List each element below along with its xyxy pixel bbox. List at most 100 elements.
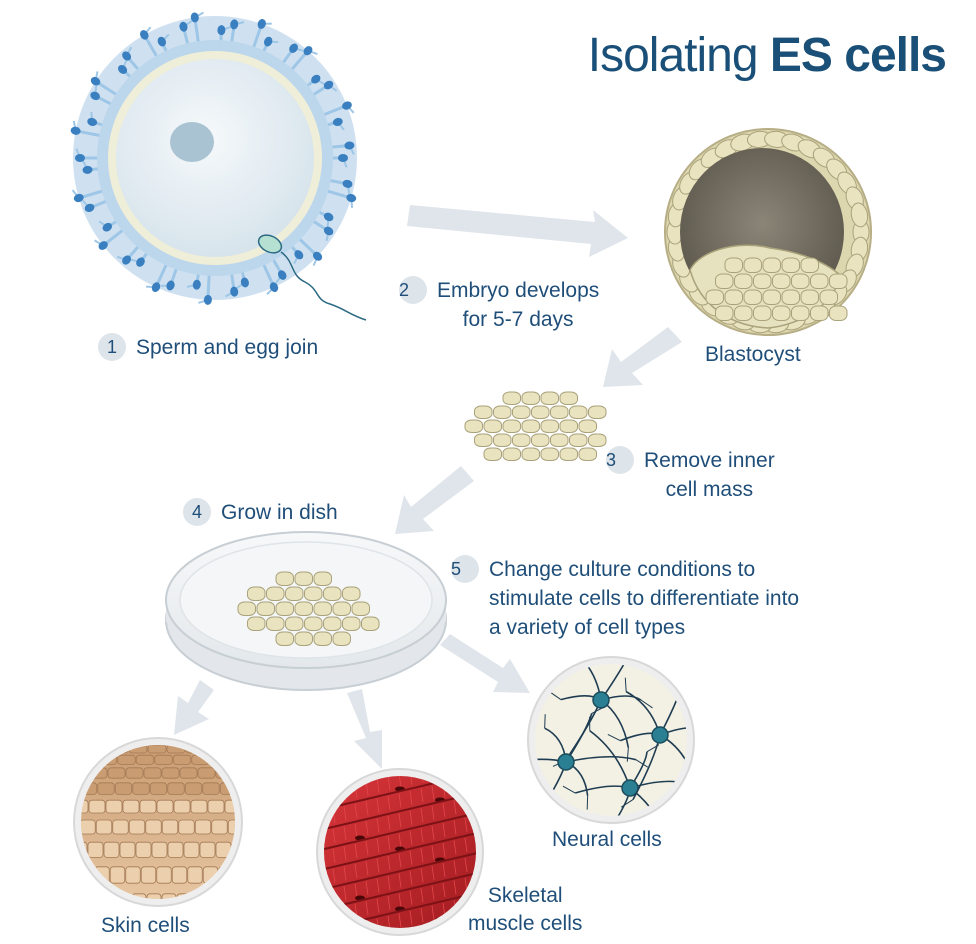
- skin-cell: [140, 866, 157, 884]
- skin-cell: [112, 819, 129, 835]
- muscle-label-line2: muscle cells: [468, 912, 583, 935]
- skin-cell: [243, 745, 261, 753]
- skin-cell: [247, 755, 265, 764]
- skin-cell: [237, 894, 251, 912]
- cell: [521, 419, 540, 433]
- step-2: 2 Embryo develops for 5-7 days: [399, 276, 599, 334]
- cumulus-cell: [342, 101, 352, 110]
- skin-cell: [227, 819, 235, 835]
- cell: [753, 273, 772, 289]
- cell: [247, 586, 266, 601]
- cell: [819, 289, 838, 305]
- cell: [332, 631, 351, 646]
- cumulus-cell: [203, 294, 212, 305]
- cell: [800, 257, 819, 273]
- step-5-line3: a variety of cell types: [489, 616, 686, 639]
- step-1-text: Sperm and egg join: [136, 336, 319, 359]
- cell: [550, 433, 569, 447]
- skin-cell: [223, 745, 235, 754]
- skin-cell: [259, 800, 275, 813]
- skin-cell: [262, 745, 280, 753]
- neuron-soma: [592, 691, 610, 709]
- cell: [781, 257, 800, 273]
- cell: [578, 447, 597, 461]
- skin-cell: [107, 767, 126, 779]
- skin-cell: [143, 767, 162, 779]
- cumulus-cell: [263, 36, 273, 47]
- skin-cell: [95, 819, 113, 835]
- cell: [266, 586, 285, 601]
- cell: [791, 305, 810, 321]
- arrow-egg-to-blastocyst: [407, 205, 628, 257]
- cell: [266, 616, 285, 631]
- cumulus-cell: [192, 279, 201, 290]
- muscle-fiber: [324, 849, 476, 891]
- cumulus-cell: [90, 76, 101, 86]
- petri-dish: [165, 531, 447, 691]
- skin-cell: [270, 768, 287, 778]
- skin-cell: [125, 767, 144, 779]
- skin-cell: [86, 893, 102, 899]
- cumulus-cell: [98, 241, 108, 250]
- cell: [304, 616, 323, 631]
- cumulus-cell: [217, 25, 226, 36]
- skin-cell: [273, 783, 290, 795]
- step-4-number: 4: [183, 498, 211, 526]
- cell: [474, 433, 493, 447]
- cumulus-cell: [230, 286, 239, 297]
- skin-cell: [132, 782, 150, 795]
- skin-cell: [105, 799, 123, 814]
- skin-cell: [284, 755, 302, 764]
- step-5-number: 5: [451, 555, 479, 583]
- cell: [762, 289, 781, 305]
- cell: [304, 586, 323, 601]
- muscle-fiber: [324, 829, 476, 871]
- cell: [569, 405, 588, 419]
- skin-cell: [114, 782, 133, 795]
- skin-cell: [139, 799, 157, 814]
- page-title: Isolating ES cells: [588, 28, 947, 83]
- cell: [762, 257, 781, 273]
- skin-cell: [81, 745, 91, 754]
- cell: [294, 571, 313, 586]
- cell: [512, 405, 531, 419]
- step-3-line1: Remove inner: [644, 449, 775, 472]
- cumulus-cell: [323, 212, 334, 222]
- neural-cells-label: Neural cells: [552, 828, 662, 851]
- muscle-cells-label: Skeletal muscle cells: [468, 882, 582, 938]
- cumulus-cell: [303, 46, 313, 56]
- step-2-number: 2: [399, 276, 427, 304]
- skin-cell: [90, 745, 110, 754]
- skin-cell: [248, 842, 263, 857]
- step-3: 3 Remove inner cell mass: [606, 446, 775, 504]
- cumulus-cell: [82, 165, 93, 174]
- cell: [743, 257, 762, 273]
- cell: [361, 616, 380, 631]
- cumulus-cell: [179, 21, 188, 32]
- arrow-dish-to-neural: [440, 634, 530, 693]
- cumulus-cell: [136, 257, 145, 267]
- cell: [332, 601, 351, 616]
- cumulus-cell: [289, 43, 298, 53]
- skin-cell: [206, 893, 222, 899]
- cell: [313, 631, 332, 646]
- step-3-number: 3: [606, 446, 634, 474]
- cumulus-cell: [190, 12, 199, 23]
- skin-cell: [202, 782, 220, 795]
- skin-cell: [151, 841, 168, 858]
- cell: [772, 273, 791, 289]
- skin-cell: [125, 866, 141, 884]
- skin-cell: [221, 893, 235, 899]
- skin-cell: [88, 799, 106, 814]
- neuron-soma: [557, 753, 575, 771]
- skin-cell: [266, 755, 284, 764]
- cell: [521, 391, 540, 405]
- cell: [313, 601, 332, 616]
- skin-cell: [197, 767, 216, 779]
- cell: [829, 305, 848, 321]
- cumulus-cell: [269, 282, 279, 293]
- neuron-soma: [621, 779, 639, 797]
- cell: [275, 571, 294, 586]
- skin-cell: [81, 799, 89, 814]
